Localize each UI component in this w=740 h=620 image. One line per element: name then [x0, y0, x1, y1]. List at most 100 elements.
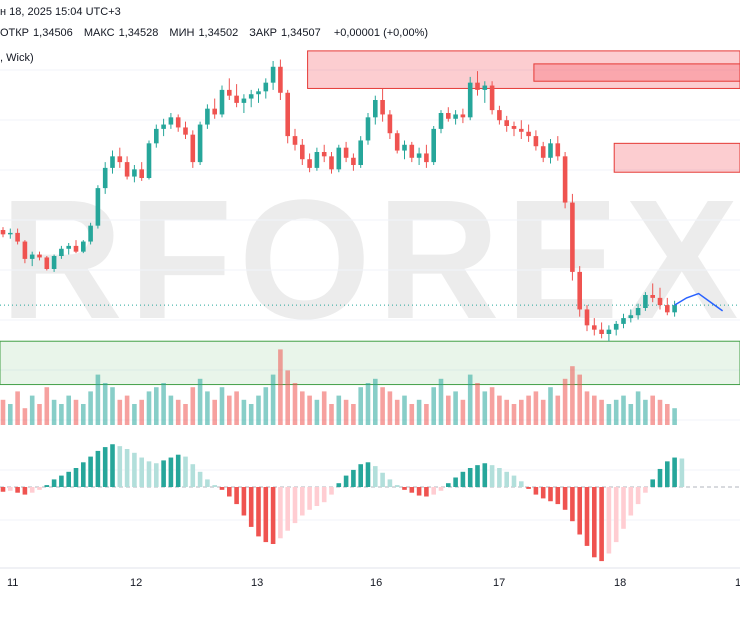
supply-zone-3 — [613, 142, 740, 173]
momentum-bar — [394, 485, 400, 487]
volume-bar — [22, 408, 28, 425]
candle-body — [373, 100, 378, 118]
momentum-bar — [504, 471, 509, 487]
volume-bar — [95, 374, 101, 425]
volume-bar — [657, 399, 663, 425]
momentum-bar — [59, 475, 64, 487]
momentum-bar — [292, 487, 298, 524]
volume-bar — [146, 391, 152, 425]
high-label: МАКС — [83, 27, 115, 39]
volume-bar — [0, 399, 6, 425]
candle-body — [307, 159, 312, 168]
momentum-bar — [102, 447, 108, 487]
volume-bar — [446, 395, 451, 425]
candle-body — [219, 89, 225, 115]
candle-body — [263, 82, 269, 92]
candle-body — [102, 167, 108, 189]
volume-bar — [467, 374, 473, 425]
volume-bar — [270, 374, 276, 425]
momentum-bar — [37, 487, 42, 490]
candle-body — [22, 241, 28, 259]
volume-bar — [489, 387, 495, 425]
momentum-bar — [584, 487, 590, 546]
candle-body — [489, 85, 495, 111]
momentum-bar — [628, 487, 634, 516]
candle-body — [387, 114, 393, 134]
candle-body — [460, 114, 466, 118]
candle-body — [358, 140, 363, 165]
momentum-bar — [592, 487, 597, 558]
volume-bar — [161, 383, 166, 425]
volume-bar — [599, 399, 604, 425]
candle-body — [526, 131, 531, 137]
momentum-bar — [44, 485, 50, 487]
candle-body — [511, 126, 517, 129]
volume-bar — [380, 387, 385, 425]
volume-bar — [409, 404, 415, 425]
volume-bar — [88, 391, 93, 425]
momentum-bar — [278, 487, 283, 539]
volume-bar — [307, 395, 312, 425]
momentum-bar — [511, 475, 517, 487]
momentum-bar — [409, 487, 415, 493]
momentum-bar — [285, 487, 290, 531]
candle-body — [329, 156, 334, 170]
volume-bar — [548, 387, 553, 425]
candle-body — [154, 128, 159, 144]
momentum-bar — [635, 487, 641, 505]
volume-bar — [526, 395, 531, 425]
candle-body — [562, 156, 568, 203]
low-value: 1,34502 — [198, 27, 239, 39]
volume-bar — [402, 395, 407, 425]
candle-body — [88, 225, 93, 242]
volume-bar — [168, 395, 174, 425]
momentum-bar — [227, 487, 232, 497]
volume-bar — [66, 395, 71, 425]
volume-bar — [44, 387, 50, 425]
momentum-bar — [321, 487, 327, 503]
candle-body — [248, 94, 254, 99]
candle-body — [519, 128, 524, 132]
candle-body — [37, 254, 42, 258]
candle-body — [504, 120, 509, 126]
momentum-bar — [373, 466, 378, 487]
x-tick-label: 17 — [493, 577, 506, 589]
volume-bar — [533, 391, 539, 425]
candle-body — [570, 202, 575, 272]
momentum-bar — [489, 465, 495, 487]
volume-bar — [321, 391, 327, 425]
candle-body — [81, 241, 86, 252]
volume-bar — [278, 349, 283, 425]
candle-body — [672, 305, 677, 313]
volume-bar — [124, 395, 130, 425]
candle-body — [292, 136, 298, 145]
volume-bar — [511, 404, 517, 425]
volume-bar — [358, 387, 363, 425]
candle-body — [234, 95, 239, 103]
x-tick-label: 19 — [735, 577, 740, 589]
candle-body — [343, 147, 349, 158]
candle-body — [467, 82, 473, 118]
volume-bar — [102, 383, 108, 425]
volume-bar — [8, 404, 13, 425]
momentum-bar — [132, 452, 137, 487]
momentum-bar — [205, 479, 210, 487]
candle-body — [351, 157, 356, 165]
momentum-bar — [460, 471, 466, 487]
momentum-bar — [570, 487, 575, 522]
candle-body — [95, 188, 101, 226]
volume-bar — [248, 404, 254, 425]
momentum-bar — [606, 487, 612, 554]
volume-bar — [416, 399, 422, 425]
volume-bar — [497, 395, 502, 425]
candle-body — [212, 108, 217, 115]
candle-body — [584, 309, 590, 326]
momentum-bar — [519, 481, 524, 487]
volume-bar — [613, 399, 619, 425]
low-label: МИН — [169, 27, 195, 39]
candle-body — [599, 329, 604, 334]
momentum-bar — [270, 487, 276, 544]
momentum-bar — [540, 487, 546, 499]
